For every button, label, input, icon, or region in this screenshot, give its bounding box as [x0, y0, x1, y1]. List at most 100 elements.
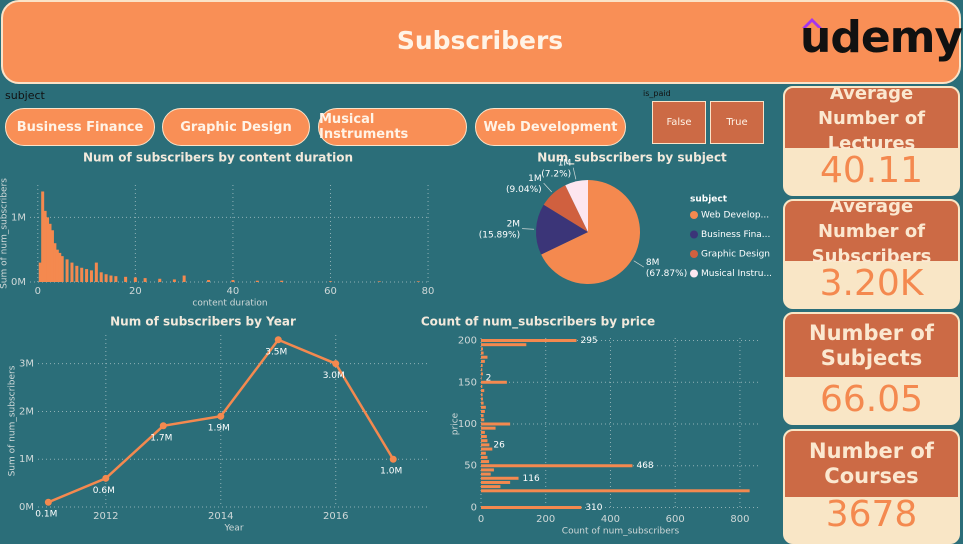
bar — [481, 401, 484, 405]
slicer-button[interactable]: True — [710, 101, 764, 144]
pie-slice — [536, 204, 588, 255]
x-tick-label: 600 — [666, 514, 685, 525]
bar — [41, 191, 45, 282]
slicer-button[interactable]: Web Development — [475, 108, 626, 146]
point — [44, 498, 52, 506]
bar — [481, 443, 490, 447]
pie-slice — [541, 180, 640, 284]
kpi-card: Average Number of Lectures 40.11 — [783, 86, 960, 196]
legend-swatch — [690, 269, 698, 278]
x-tick-label: 200 — [536, 514, 555, 525]
bar — [60, 256, 64, 282]
y-tick-label: 50 — [464, 461, 477, 472]
data-label: 1.7M — [150, 433, 172, 443]
point — [102, 474, 110, 482]
legend-swatch — [690, 211, 698, 219]
chart-title: Count of num_subscribers by price — [421, 315, 655, 330]
y-axis-label: price — [451, 412, 461, 435]
kpi-title: Average Number of Lectures — [785, 88, 958, 154]
bar — [70, 262, 74, 282]
y-tick-label: 2M — [19, 406, 34, 417]
bar — [481, 372, 483, 376]
bar — [481, 393, 483, 397]
bar — [481, 380, 507, 384]
kpi-card: Number of Courses 3678 — [783, 429, 960, 544]
bar — [207, 280, 211, 282]
point — [159, 422, 167, 430]
bar — [481, 384, 483, 388]
slicer-button[interactable]: Musical Instruments — [318, 108, 467, 146]
bar — [481, 409, 485, 413]
bar — [481, 480, 511, 484]
bar — [481, 455, 488, 459]
bar — [481, 339, 577, 343]
header — [1, 0, 961, 84]
kpi-value: 3.20K — [819, 262, 924, 304]
kpi-title: Average Number of Subscribers — [785, 201, 958, 267]
bar — [481, 505, 582, 509]
leader-line — [633, 260, 645, 268]
point — [274, 336, 282, 344]
bar — [481, 414, 484, 418]
legend-label: Business Fina... — [701, 230, 770, 240]
leader-line — [572, 167, 577, 180]
pie-slice — [565, 180, 588, 232]
bar — [172, 279, 176, 282]
data-label: 1.9M — [208, 424, 230, 434]
y-tick-label: 1M — [11, 212, 26, 223]
x-tick-label: 400 — [601, 514, 620, 525]
bar — [99, 272, 103, 282]
data-label: 1.0M — [380, 467, 402, 477]
bar — [53, 243, 57, 282]
bar — [182, 275, 186, 282]
bar — [416, 281, 420, 282]
logo: udemy — [800, 12, 963, 63]
bar — [55, 249, 59, 282]
kpi-card: Number of Subjects 66.05 — [783, 312, 960, 425]
bar — [50, 230, 54, 282]
legend-label: Web Develop... — [701, 211, 769, 221]
bar — [481, 489, 750, 493]
bar — [43, 210, 47, 282]
slicer-button[interactable]: Graphic Design — [162, 108, 310, 146]
bar — [58, 252, 62, 282]
x-tick-label: 0 — [478, 514, 484, 525]
bar — [38, 262, 42, 282]
pie-slice — [543, 185, 588, 232]
y-tick-label: 150 — [458, 377, 477, 388]
bar — [48, 223, 52, 282]
bar — [231, 280, 235, 282]
bar — [481, 359, 485, 363]
data-label: 26 — [493, 440, 505, 450]
bar — [481, 405, 486, 409]
slicer-button[interactable]: False — [652, 101, 706, 144]
bar — [481, 435, 487, 439]
data-label: 1M (7.2%) — [541, 158, 571, 179]
y-axis-label: Sum of num_subscribers — [8, 365, 18, 476]
bar — [481, 430, 485, 434]
chart-title: Num of subscribers by content duration — [83, 151, 353, 165]
bar — [481, 355, 488, 359]
x-tick-label: 800 — [730, 514, 749, 525]
bar — [104, 274, 108, 282]
chart-title: Num of subscribers by Year — [110, 315, 296, 329]
leader-line — [543, 182, 552, 193]
data-label: 8M (67.87%) — [646, 258, 687, 279]
point — [217, 412, 225, 420]
slicer-button[interactable]: Business Finance — [5, 108, 155, 146]
bar — [481, 451, 486, 455]
bar — [80, 267, 84, 282]
bar — [255, 280, 259, 282]
kpi-value: 3678 — [825, 494, 918, 535]
x-axis-label: content duration — [192, 299, 267, 309]
bar — [133, 277, 137, 282]
legend-swatch — [690, 230, 698, 239]
y-tick-label: 3M — [19, 359, 34, 370]
y-tick-label: 1M — [19, 454, 34, 465]
bar — [481, 472, 491, 476]
bar — [481, 439, 488, 443]
bar — [75, 265, 79, 282]
bar — [481, 447, 493, 451]
x-tick-label: 2014 — [208, 511, 233, 522]
